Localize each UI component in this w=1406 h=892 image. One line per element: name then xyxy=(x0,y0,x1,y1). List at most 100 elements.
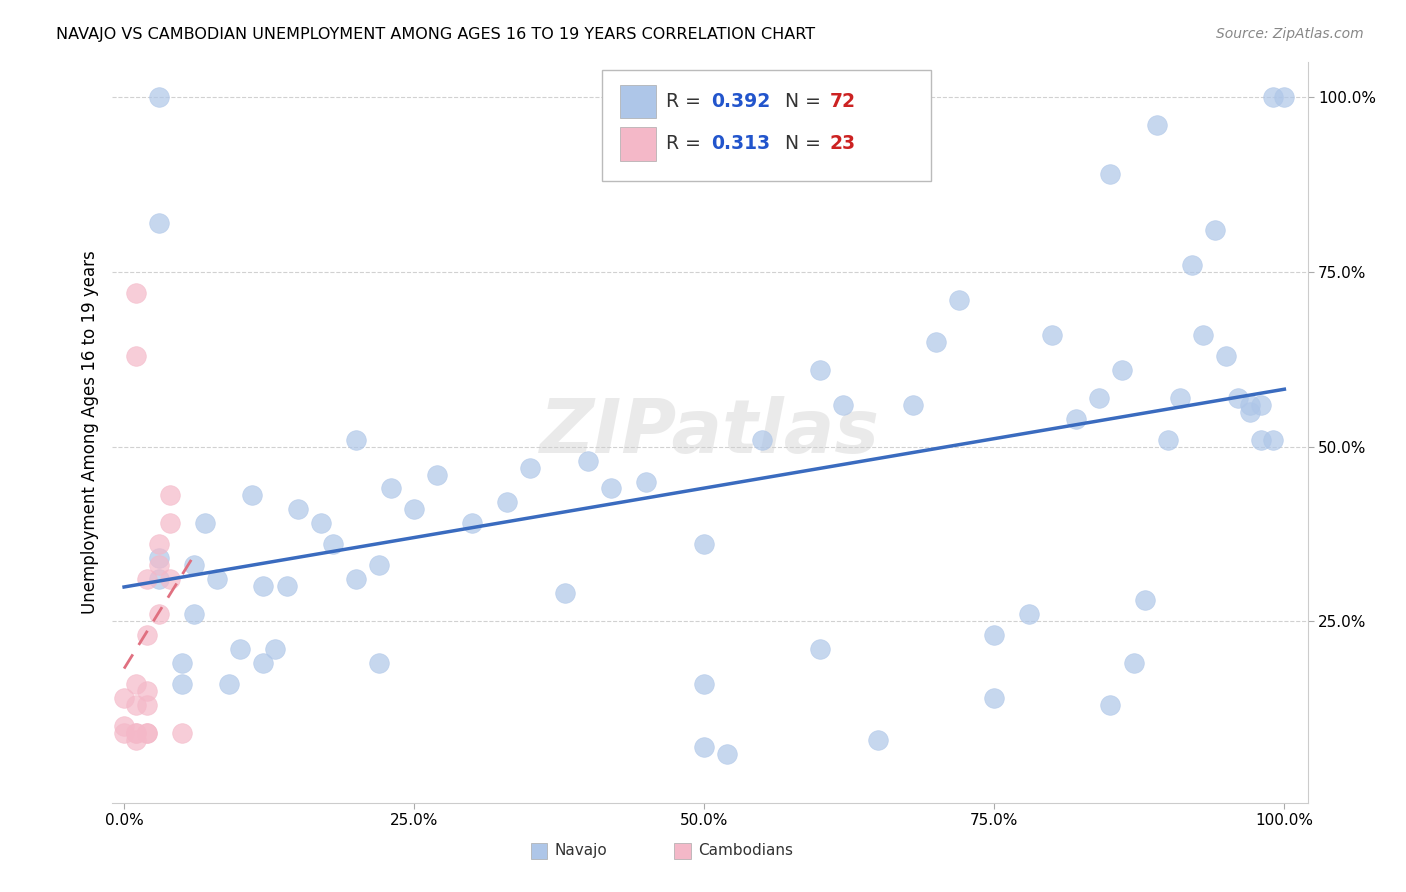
Point xyxy=(112,691,135,706)
Point xyxy=(136,726,159,740)
Point xyxy=(172,677,194,691)
Point xyxy=(1239,405,1261,419)
Text: Source: ZipAtlas.com: Source: ZipAtlas.com xyxy=(1216,27,1364,41)
Point xyxy=(148,537,170,551)
Point xyxy=(1192,327,1215,342)
Y-axis label: Unemployment Among Ages 16 to 19 years: Unemployment Among Ages 16 to 19 years xyxy=(80,251,98,615)
Point xyxy=(519,460,541,475)
Point xyxy=(311,516,333,531)
Point xyxy=(1239,398,1261,412)
Point xyxy=(693,537,716,551)
Point xyxy=(148,558,170,573)
Point xyxy=(600,482,623,496)
Point xyxy=(1226,391,1249,405)
Point xyxy=(925,334,948,349)
Point xyxy=(322,537,344,551)
Point xyxy=(1261,90,1284,104)
Point xyxy=(1180,258,1202,272)
Point xyxy=(159,488,181,502)
Point xyxy=(1133,593,1156,607)
Point xyxy=(229,642,252,657)
Point xyxy=(344,433,367,447)
Point xyxy=(832,398,855,412)
Point xyxy=(148,90,170,104)
Point xyxy=(1204,223,1226,237)
FancyBboxPatch shape xyxy=(620,85,657,119)
Point xyxy=(194,516,217,531)
Text: 0.313: 0.313 xyxy=(711,135,770,153)
Point xyxy=(148,551,170,566)
Point xyxy=(172,726,194,740)
Point xyxy=(125,349,148,363)
FancyBboxPatch shape xyxy=(531,843,547,859)
Point xyxy=(1272,90,1295,104)
Point xyxy=(125,733,148,747)
Point xyxy=(368,656,391,670)
Point xyxy=(287,502,309,516)
Point xyxy=(172,656,194,670)
FancyBboxPatch shape xyxy=(603,70,931,181)
Point xyxy=(252,656,274,670)
Point xyxy=(1215,349,1237,363)
Point xyxy=(136,628,159,642)
Point xyxy=(344,572,367,586)
Text: 72: 72 xyxy=(830,92,855,112)
Point xyxy=(426,467,449,482)
Point xyxy=(1064,411,1087,425)
Text: 0.392: 0.392 xyxy=(711,92,770,112)
Point xyxy=(1261,433,1284,447)
Point xyxy=(136,684,159,698)
Point xyxy=(751,433,773,447)
Point xyxy=(1018,607,1040,622)
Text: N =: N = xyxy=(786,135,827,153)
Point xyxy=(716,747,738,761)
Point xyxy=(125,726,148,740)
Point xyxy=(983,628,1005,642)
Point xyxy=(125,677,148,691)
Point xyxy=(240,488,263,502)
Point xyxy=(948,293,970,307)
Point xyxy=(112,726,135,740)
Point xyxy=(1111,363,1133,377)
Point xyxy=(183,558,205,573)
Point xyxy=(159,516,181,531)
Point xyxy=(136,698,159,712)
Point xyxy=(136,726,159,740)
Point xyxy=(1087,391,1109,405)
Text: NAVAJO VS CAMBODIAN UNEMPLOYMENT AMONG AGES 16 TO 19 YEARS CORRELATION CHART: NAVAJO VS CAMBODIAN UNEMPLOYMENT AMONG A… xyxy=(56,27,815,42)
Text: Cambodians: Cambodians xyxy=(699,844,793,858)
Point xyxy=(636,475,658,489)
Point xyxy=(125,285,148,300)
Point xyxy=(693,739,716,754)
Point xyxy=(136,572,159,586)
FancyBboxPatch shape xyxy=(675,843,690,859)
Point xyxy=(218,677,240,691)
Point xyxy=(183,607,205,622)
Point xyxy=(1250,433,1272,447)
Point xyxy=(496,495,519,509)
Point xyxy=(1168,391,1191,405)
Point xyxy=(1099,698,1122,712)
FancyBboxPatch shape xyxy=(620,128,657,161)
Point xyxy=(1099,167,1122,181)
Point xyxy=(808,642,831,657)
Point xyxy=(693,677,716,691)
Point xyxy=(554,586,576,600)
Point xyxy=(868,733,890,747)
Point xyxy=(148,607,170,622)
Point xyxy=(125,698,148,712)
Point xyxy=(264,642,287,657)
Point xyxy=(205,572,228,586)
Point xyxy=(368,558,391,573)
Point xyxy=(808,363,831,377)
Text: R =: R = xyxy=(666,135,707,153)
Text: Navajo: Navajo xyxy=(554,844,607,858)
Point xyxy=(576,453,599,467)
Text: N =: N = xyxy=(786,92,827,112)
Point xyxy=(276,579,298,593)
Text: 23: 23 xyxy=(830,135,856,153)
Text: R =: R = xyxy=(666,92,707,112)
Point xyxy=(1146,118,1168,132)
Point xyxy=(380,482,402,496)
Point xyxy=(148,216,170,230)
